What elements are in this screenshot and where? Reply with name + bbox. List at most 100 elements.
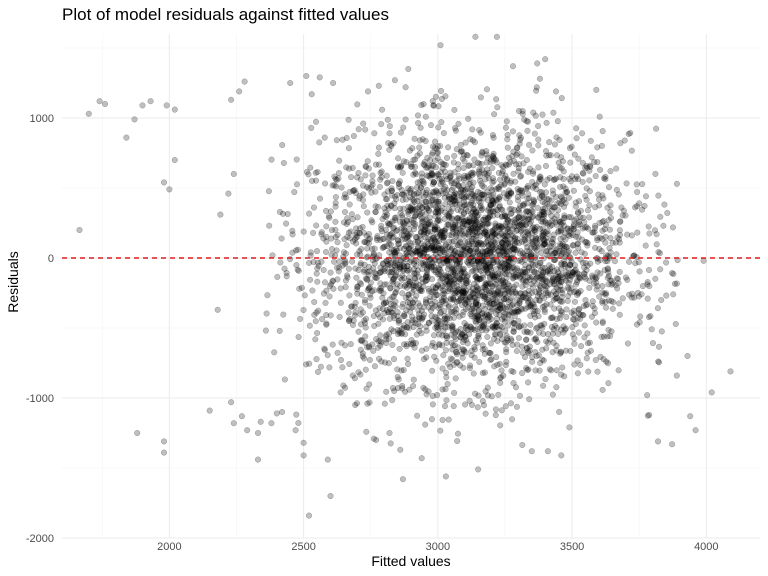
scatter-point (554, 118, 561, 125)
scatter-point (437, 207, 444, 214)
scatter-point (289, 227, 296, 234)
scatter-point (624, 276, 631, 283)
scatter-point (419, 136, 426, 143)
scatter-point (600, 356, 607, 363)
scatter-point (652, 275, 659, 282)
scatter-point (539, 230, 546, 237)
scatter-point (349, 164, 356, 171)
scatter-point (423, 269, 430, 276)
scatter-point (583, 238, 590, 246)
scatter-point (474, 332, 482, 339)
scatter-point (524, 235, 531, 242)
scatter-point (462, 333, 469, 340)
scatter-point (257, 418, 264, 425)
scatter-point (483, 148, 490, 155)
scatter-point (558, 95, 565, 102)
scatter-point (616, 311, 623, 318)
scatter-point (483, 159, 490, 166)
scatter-point (499, 260, 506, 267)
scatter-point (613, 275, 620, 282)
scatter-point (380, 316, 387, 323)
scatter-point (420, 101, 427, 108)
scatter-point (616, 300, 623, 307)
scatter-point (489, 164, 496, 172)
scatter-point (403, 159, 410, 166)
scatter-point (403, 217, 410, 224)
scatter-point (278, 235, 285, 242)
scatter-point (442, 241, 450, 248)
scatter-point (417, 210, 424, 217)
scatter-point (487, 350, 494, 357)
scatter-point (476, 264, 483, 271)
scatter-point (513, 403, 520, 410)
scatter-point (477, 222, 484, 229)
scatter-point (171, 106, 178, 113)
scatter-point (410, 171, 417, 178)
scatter-point (509, 309, 516, 316)
scatter-point (542, 189, 550, 196)
scatter-point (573, 173, 580, 180)
scatter-point (519, 441, 526, 449)
scatter-point (567, 230, 574, 237)
scatter-point (422, 113, 429, 120)
scatter-point (409, 251, 416, 258)
scatter-point (528, 218, 535, 225)
scatter-point (491, 225, 498, 232)
scatter-point (427, 174, 434, 181)
scatter-point (541, 181, 548, 188)
scatter-point (488, 192, 495, 199)
scatter-point (464, 340, 471, 347)
scatter-point (556, 272, 563, 279)
scatter-point (434, 154, 441, 162)
scatter-point (517, 268, 525, 275)
scatter-point (503, 349, 510, 356)
scatter-point (450, 342, 457, 349)
scatter-point (380, 300, 387, 307)
scatter-point (373, 336, 380, 343)
scatter-point (407, 258, 414, 265)
scatter-point (360, 203, 367, 210)
scatter-point (450, 403, 457, 410)
scatter-point (475, 392, 482, 399)
scatter-point (421, 242, 428, 249)
scatter-point (575, 289, 582, 296)
scatter-point (437, 277, 444, 284)
scatter-point (607, 214, 615, 222)
scatter-point (535, 235, 542, 242)
scatter-point (608, 328, 615, 335)
scatter-point (598, 248, 605, 255)
scatter-point (470, 370, 477, 377)
scatter-point (577, 311, 584, 318)
scatter-point (518, 305, 525, 312)
scatter-point (587, 137, 594, 144)
scatter-point (582, 192, 589, 200)
scatter-point (346, 201, 353, 208)
scatter-point (551, 204, 558, 211)
scatter-point (354, 283, 361, 290)
scatter-point (624, 231, 631, 238)
scatter-point (280, 311, 287, 318)
scatter-point (484, 154, 491, 161)
scatter-point (541, 240, 548, 247)
scatter-point (403, 250, 410, 257)
scatter-point (416, 247, 423, 254)
scatter-point (335, 175, 342, 182)
scatter-point (508, 205, 515, 212)
scatter-point (375, 203, 382, 210)
scatter-point (533, 270, 541, 277)
scatter-point (415, 320, 422, 327)
scatter-point (434, 316, 442, 324)
scatter-point (334, 239, 341, 246)
scatter-point (462, 202, 469, 209)
scatter-point (544, 230, 551, 238)
scatter-point (492, 281, 499, 288)
scatter-point (577, 214, 584, 221)
scatter-point (645, 314, 653, 321)
scatter-point (332, 226, 339, 233)
scatter-point (553, 134, 560, 141)
scatter-point (355, 369, 362, 376)
scatter-point (394, 192, 401, 199)
scatter-point (497, 422, 504, 429)
scatter-point (475, 212, 482, 219)
scatter-point (435, 124, 442, 131)
